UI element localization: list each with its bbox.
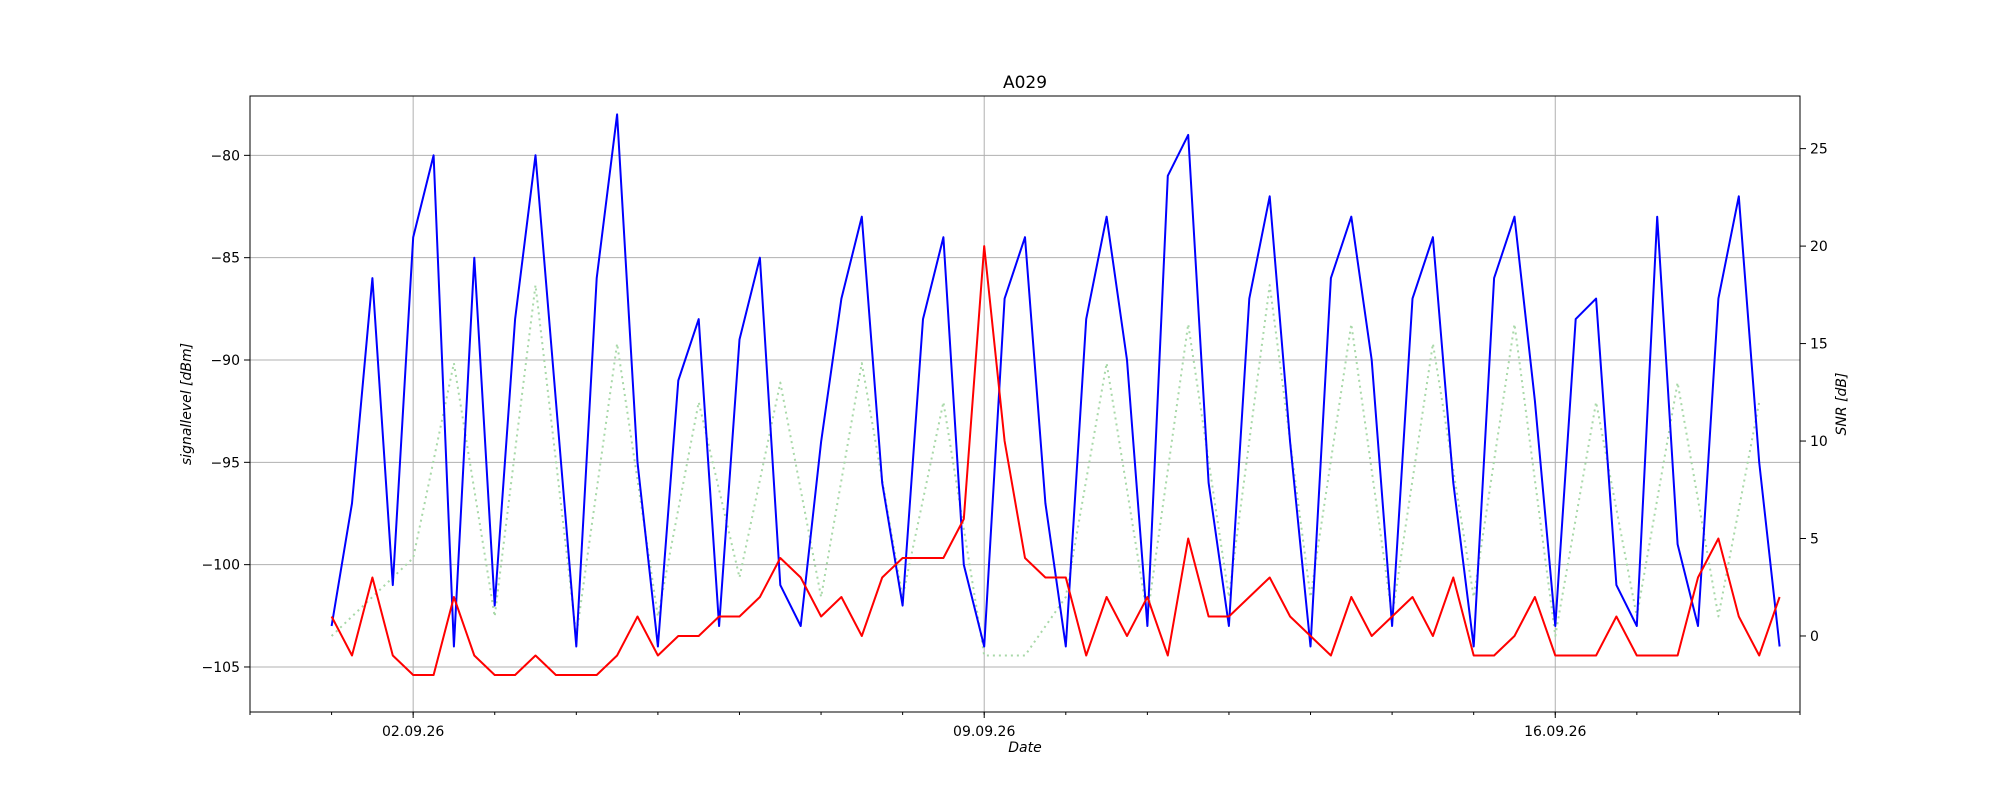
left-y-tick-label: −105 (202, 660, 240, 676)
x-tick-label: 09.09.26 (953, 724, 1015, 740)
x-tick-label: 02.09.26 (382, 724, 444, 740)
chart-title: A029 (1003, 73, 1047, 93)
series-layer (330, 113, 1781, 676)
grid-layer (250, 96, 1800, 712)
left-y-tick-label: −90 (210, 353, 240, 369)
right-y-tick-label: 0 (1810, 629, 1819, 645)
right-y-tick-label: 10 (1810, 434, 1828, 450)
plot-frame (249, 95, 1801, 713)
reference-series-line (330, 284, 1761, 657)
left-y-tick-label: −95 (210, 455, 240, 471)
snr-series-line (330, 245, 1781, 676)
right-y-axis-label: SNR [dB] (1834, 373, 1850, 436)
right-y-tick-label: 15 (1810, 337, 1828, 353)
right-y-tick-label: 25 (1810, 142, 1828, 158)
signallevel-series-line (330, 113, 1781, 648)
x-axis-label: Date (1008, 740, 1041, 756)
left-y-tick-label: −85 (210, 251, 240, 267)
left-y-tick-label: −100 (202, 558, 240, 574)
right-y-tick-label: 5 (1810, 532, 1819, 548)
left-y-axis-label: signallevel [dBm] (179, 343, 195, 465)
right-y-tick-label: 20 (1810, 239, 1828, 255)
left-y-tick-label: −80 (210, 148, 240, 164)
axis-layer: 02.09.26 09.09.26 16.09.26 −80 −85 −90 −95 −100… (202, 142, 1828, 740)
x-tick-label: 16.09.26 (1524, 724, 1586, 740)
